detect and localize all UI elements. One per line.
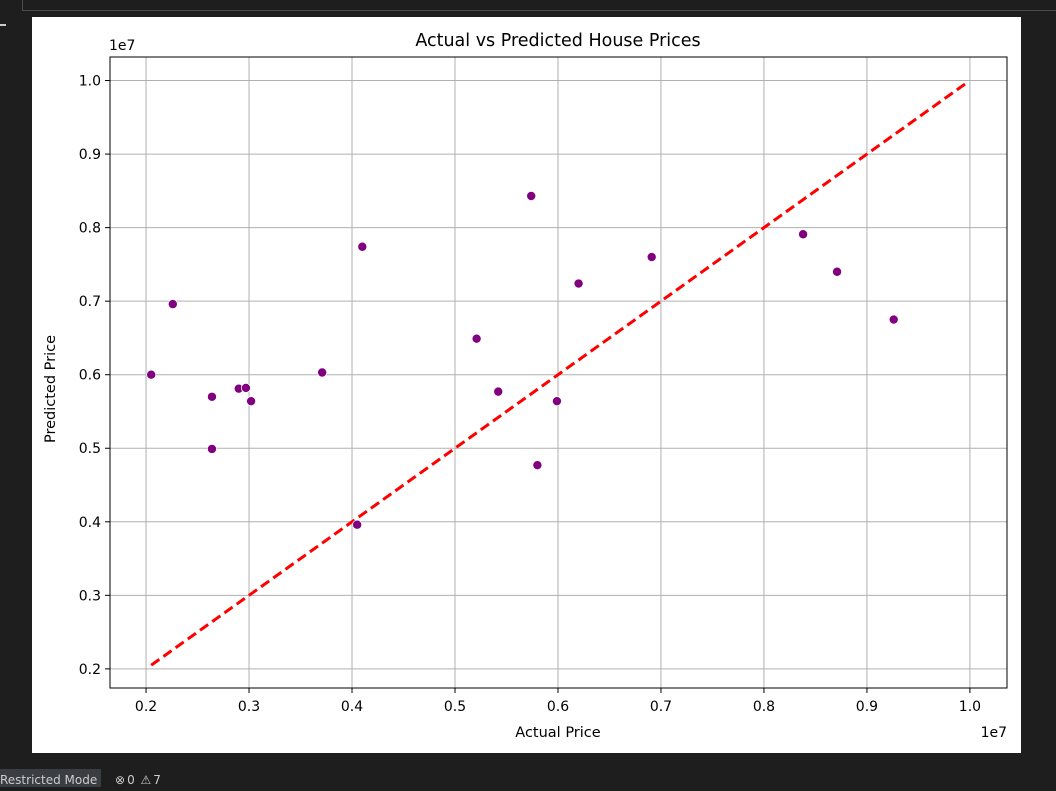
scatter-point [240, 382, 251, 393]
x-tick-label: 1.0 [959, 699, 981, 715]
status-bar: Restricted Mode ⊗ 0 ⚠ 7 [0, 769, 1056, 787]
y-offset-label: 1e7 [109, 38, 135, 54]
scatter-point [532, 460, 543, 471]
errors-count: 0 [127, 773, 135, 787]
y-tick-label: 0.3 [79, 588, 101, 604]
x-tick-label: 0.6 [547, 699, 569, 715]
scatter-point [206, 443, 217, 454]
x-tick-label: 0.8 [753, 699, 775, 715]
y-axis-label: Predicted Price [43, 335, 59, 443]
editor-frame-border [22, 0, 1056, 11]
scatter-points [146, 190, 899, 530]
warnings-count: 7 [153, 773, 161, 787]
scatter-point [526, 190, 537, 201]
restricted-mode-indicator[interactable]: Restricted Mode [0, 769, 101, 787]
gutter-marker [0, 24, 6, 26]
y-tick-label: 0.5 [79, 441, 101, 457]
scatter-point [888, 314, 899, 325]
scatter-point [471, 333, 482, 344]
scatter-point [493, 386, 504, 397]
chart-svg: 0.2 0.3 0.4 0.5 0.6 0.7 0.8 0.9 1.0 0.2 0.3 0.4 0.5… [43, 31, 1008, 741]
y-tick-label: 0.8 [79, 221, 101, 237]
plot-area-frame [109, 56, 1008, 689]
scatter-point [551, 396, 562, 407]
restricted-mode-label: Restricted Mode [0, 773, 98, 787]
scatter-point [146, 369, 157, 380]
y-axis-ticks: 0.2 0.3 0.4 0.5 0.6 0.7 0.8 0.9 1.0 [79, 74, 110, 678]
chart-title: Actual vs Predicted House Prices [415, 31, 700, 51]
scatter-point [357, 241, 368, 252]
y-tick-label: 0.7 [79, 294, 101, 310]
y-tick-label: 1.0 [79, 74, 101, 90]
x-tick-label: 0.7 [650, 699, 672, 715]
scatter-point [167, 299, 178, 310]
scatter-point [352, 519, 363, 530]
error-circle-icon: ⊗ [115, 773, 126, 787]
ideal-fit-line [150, 82, 967, 667]
y-tick-label: 0.2 [79, 662, 101, 678]
scatter-point [317, 367, 328, 378]
y-tick-label: 0.4 [79, 515, 101, 531]
scatter-point [646, 252, 657, 263]
x-tick-label: 0.9 [856, 699, 878, 715]
y-tick-label: 0.6 [79, 368, 101, 384]
problems-indicator[interactable]: ⊗ 0 ⚠ 7 [115, 769, 163, 791]
scatter-point [798, 229, 809, 240]
scatter-point [573, 278, 584, 289]
x-axis-label: Actual Price [515, 725, 600, 741]
x-tick-label: 0.2 [135, 699, 157, 715]
scatter-point [246, 396, 257, 407]
y-tick-label: 0.9 [79, 147, 101, 163]
x-tick-label: 0.4 [341, 699, 363, 715]
chart-figure: 0.2 0.3 0.4 0.5 0.6 0.7 0.8 0.9 1.0 0.2 0.3 0.4 0.5… [32, 17, 1021, 753]
ideal-fit-dashed-line [150, 82, 967, 667]
x-offset-label: 1e7 [981, 725, 1007, 741]
x-tick-label: 0.3 [238, 699, 260, 715]
scatter-point [832, 266, 843, 277]
x-axis-ticks: 0.2 0.3 0.4 0.5 0.6 0.7 0.8 0.9 1.0 [135, 688, 981, 715]
x-tick-label: 0.5 [444, 699, 466, 715]
warning-triangle-icon: ⚠ [140, 773, 152, 787]
scatter-point [206, 391, 217, 402]
